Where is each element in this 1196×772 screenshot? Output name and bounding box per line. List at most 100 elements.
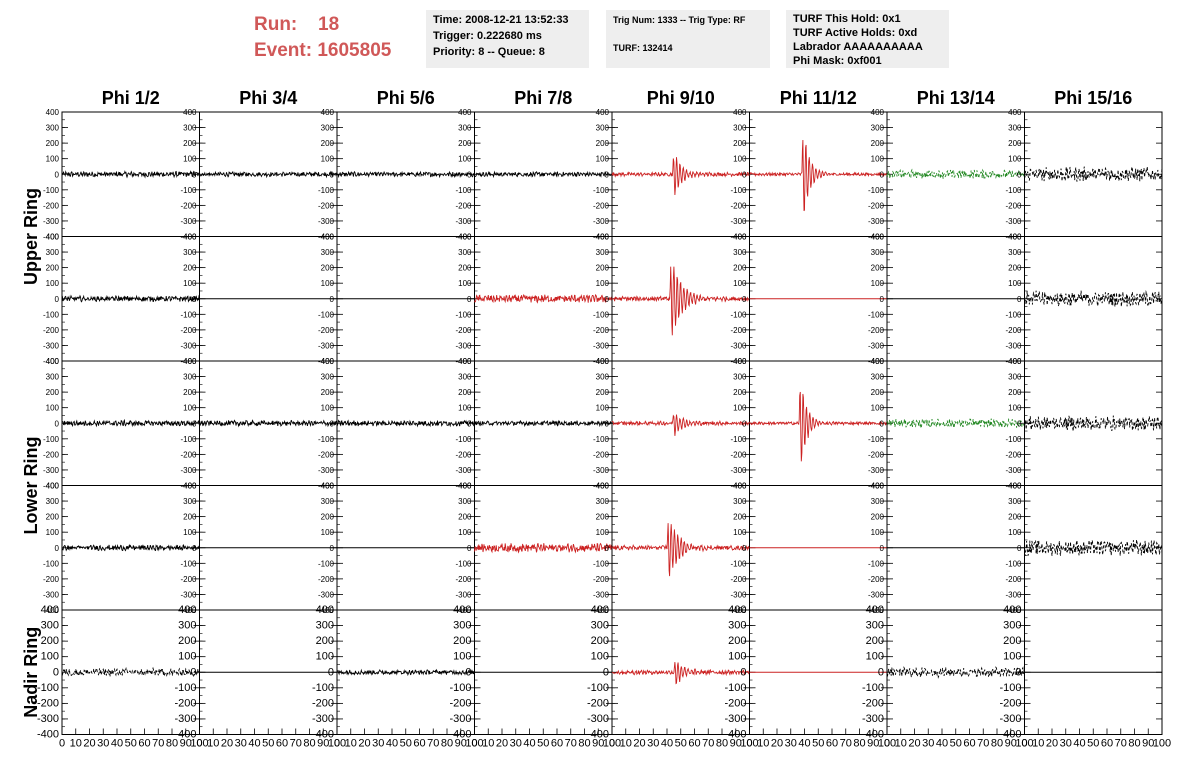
y-tick-label: 200	[458, 513, 472, 522]
y-tick-label: 200	[596, 388, 610, 397]
waveform-trace	[749, 391, 888, 462]
x-tick-label: 60	[826, 738, 838, 750]
y-tick-label: 100	[1008, 404, 1022, 413]
y-tick-label: -200	[1005, 201, 1022, 210]
y-tick-label: -200	[730, 575, 747, 584]
y-tick-label: 0	[1017, 419, 1022, 428]
y-tick-label: 0	[330, 295, 335, 304]
y-tick-label: -300	[730, 341, 747, 350]
y-tick-label: 0	[603, 666, 609, 678]
y-tick-label: 0	[1015, 666, 1021, 678]
waveform-trace	[474, 542, 613, 554]
y-tick-label: 200	[1003, 635, 1021, 647]
x-tick-label: 10	[620, 738, 632, 750]
y-tick-label: 400	[871, 482, 885, 491]
y-tick-label: 400	[733, 482, 747, 491]
y-tick-label: 0	[192, 419, 197, 428]
y-tick-label: 0	[192, 544, 197, 553]
y-tick-label: 400	[183, 108, 197, 117]
y-tick-label: -100	[730, 559, 747, 568]
y-tick-label: 300	[458, 373, 472, 382]
y-tick-label: 400	[1003, 604, 1021, 616]
time-info-box: Time: 2008-12-21 13:52:33 Trigger: 0.222…	[426, 10, 589, 68]
y-tick-label: 300	[46, 497, 60, 506]
x-tick-label: 50	[675, 738, 687, 750]
y-tick-label: -300	[724, 713, 746, 725]
y-tick-label: -200	[180, 201, 197, 210]
waveform-trace	[611, 414, 750, 436]
y-tick-label: 100	[871, 404, 885, 413]
y-tick-label: -300	[318, 590, 335, 599]
y-tick-label: 0	[330, 170, 335, 179]
y-tick-label: 300	[46, 373, 60, 382]
y-tick-label: -300	[180, 590, 197, 599]
y-tick-label: 200	[46, 513, 60, 522]
y-tick-label: 100	[46, 404, 60, 413]
y-tick-label: 400	[453, 604, 471, 616]
x-tick-label: 0	[1021, 738, 1027, 750]
y-tick-label: 400	[596, 233, 610, 242]
y-tick-label: -300	[587, 713, 609, 725]
y-tick-label: -100	[868, 310, 885, 319]
y-tick-label: 200	[871, 513, 885, 522]
y-tick-label: 100	[871, 155, 885, 164]
x-tick-label: 10	[70, 738, 82, 750]
y-tick-label: 400	[458, 357, 472, 366]
y-tick-label: -100	[593, 186, 610, 195]
x-tick-label: 90	[455, 738, 467, 750]
trig-info-box: Trig Num: 1333 -- Trig Type: RF TURF: 13…	[606, 10, 770, 68]
y-tick-label: -400	[587, 729, 609, 741]
y-tick-label: -100	[1005, 186, 1022, 195]
waveform-trace	[886, 168, 1025, 180]
y-tick-label: -200	[730, 326, 747, 335]
y-tick-label: 300	[1008, 124, 1022, 133]
y-tick-label: -100	[593, 559, 610, 568]
y-tick-label: 0	[605, 419, 610, 428]
x-tick-label: 80	[716, 738, 728, 750]
y-tick-label: 300	[321, 373, 335, 382]
x-tick-label: 30	[97, 738, 109, 750]
y-tick-label: -200	[318, 326, 335, 335]
y-tick-label: 0	[192, 295, 197, 304]
y-tick-label: 300	[733, 373, 747, 382]
waveform-trace	[1024, 415, 1163, 432]
y-tick-label: -100	[593, 310, 610, 319]
x-tick-label: 60	[963, 738, 975, 750]
y-tick-label: -400	[449, 729, 471, 741]
y-tick-label: 400	[871, 357, 885, 366]
y-tick-label: 300	[183, 373, 197, 382]
y-tick-label: -100	[180, 559, 197, 568]
y-tick-label: 100	[321, 528, 335, 537]
y-tick-label: 100	[1003, 651, 1021, 663]
y-tick-label: 100	[728, 651, 746, 663]
y-tick-label: 100	[871, 528, 885, 537]
y-tick-label: -200	[455, 201, 472, 210]
y-tick-label: 0	[467, 419, 472, 428]
run-event-box: Run: 18 Event: 1605805	[254, 12, 391, 64]
y-tick-label: 300	[46, 124, 60, 133]
y-tick-label: -100	[868, 559, 885, 568]
y-tick-label: -200	[449, 697, 471, 709]
y-tick-label: 300	[1008, 497, 1022, 506]
run-label: Run:	[254, 14, 298, 35]
y-tick-label: 400	[458, 108, 472, 117]
y-tick-label: -300	[730, 466, 747, 475]
y-tick-label: -400	[724, 729, 746, 741]
y-tick-label: -100	[455, 310, 472, 319]
x-tick-label: 40	[1073, 738, 1085, 750]
y-tick-label: 200	[183, 139, 197, 148]
y-tick-label: 200	[728, 635, 746, 647]
x-tick-label: 60	[1101, 738, 1113, 750]
y-tick-label: 0	[878, 666, 884, 678]
y-tick-label: -200	[593, 201, 610, 210]
x-tick-label: 70	[290, 738, 302, 750]
y-tick-label: 200	[321, 513, 335, 522]
x-tick-label: 90	[730, 738, 742, 750]
y-tick-label: 300	[596, 497, 610, 506]
y-tick-label: 300	[1008, 248, 1022, 257]
waveform-trace	[61, 418, 200, 428]
y-tick-label: -200	[593, 575, 610, 584]
x-tick-label: 70	[702, 738, 714, 750]
y-tick-label: 400	[871, 108, 885, 117]
y-tick-label: -100	[318, 435, 335, 444]
